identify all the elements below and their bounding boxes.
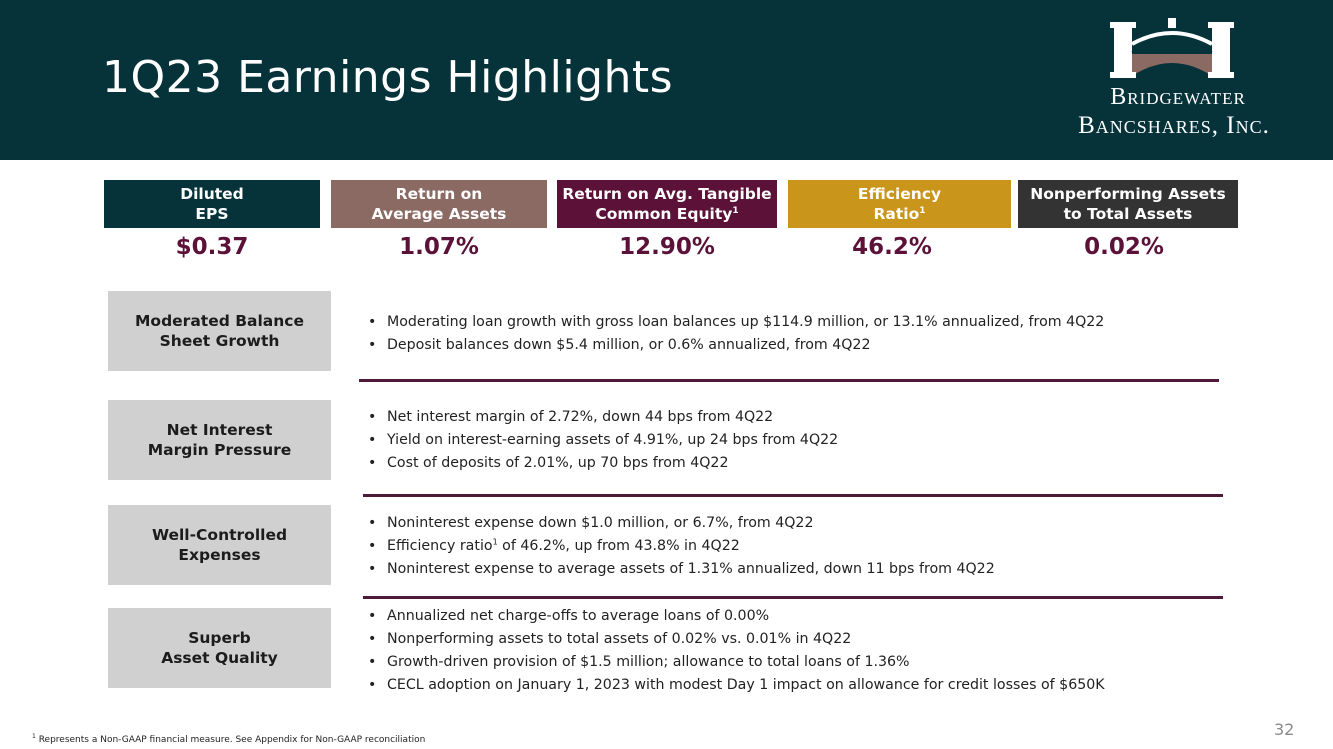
metric-header-return-on-tangible-equity: Return on Avg. Tangible Common Equity1 [557, 180, 777, 228]
bullet-list-balance-sheet: Moderating loan growth with gross loan b… [368, 311, 1104, 357]
section-divider [363, 494, 1223, 497]
category-label-line2: Asset Quality [161, 649, 278, 667]
category-moderated-balance-sheet-growth: Moderated Balance Sheet Growth [108, 291, 331, 371]
list-item: Moderating loan growth with gross loan b… [368, 311, 1104, 334]
metric-value-return-on-average-assets: 1.07% [399, 234, 479, 260]
metric-header-return-on-average-assets: Return on Average Assets [331, 180, 547, 228]
metric-label-line1: Nonperforming Assets [1030, 185, 1226, 203]
metric-value-nonperforming-assets: 0.02% [1084, 234, 1164, 260]
category-net-interest-margin-pressure: Net Interest Margin Pressure [108, 400, 331, 480]
bridge-logo-icon [1110, 18, 1234, 78]
page-number: 32 [1274, 720, 1295, 739]
metric-label-line1: Diluted [180, 185, 244, 203]
footnote-text: Represents a Non-GAAP financial measure.… [35, 735, 426, 745]
page-title: 1Q23 Earnings Highlights [102, 52, 674, 103]
list-item: Growth-driven provision of $1.5 million;… [368, 651, 1105, 674]
bullet-text: Efficiency ratio [387, 538, 493, 554]
footnote-marker: 1 [492, 537, 498, 547]
logo-text-line2: Bancshares, Inc. [1078, 112, 1270, 139]
metric-label-line2: Ratio [873, 205, 920, 223]
section-divider [363, 596, 1223, 599]
bullet-text: of 46.2%, up from 43.8% in 4Q22 [497, 538, 740, 554]
category-superb-asset-quality: Superb Asset Quality [108, 608, 331, 688]
list-item: Noninterest expense to average assets of… [368, 558, 995, 581]
metric-header-efficiency-ratio: Efficiency Ratio1 [788, 180, 1011, 228]
category-label-line1: Moderated Balance [135, 312, 304, 330]
list-item: Yield on interest-earning assets of 4.91… [368, 429, 838, 452]
metric-label-line1: Efficiency [857, 185, 942, 203]
footnote-marker: 1 [32, 733, 36, 740]
header-banner: 1Q23 Earnings Highlights Bridgewater Ban… [0, 0, 1333, 160]
company-logo: Bridgewater Bancshares, Inc. [1064, 16, 1284, 146]
footnote-marker: 1 [919, 205, 926, 216]
category-label-line1: Well-Controlled [151, 526, 288, 544]
category-label-line2: Sheet Growth [159, 332, 280, 350]
bullet-list-asset-quality: Annualized net charge-offs to average lo… [368, 605, 1105, 697]
category-label-line2: Margin Pressure [147, 441, 292, 459]
list-item: Deposit balances down $5.4 million, or 0… [368, 334, 1104, 357]
metric-label-line2: Average Assets [371, 205, 507, 223]
metric-value-return-on-tangible-equity: 12.90% [619, 234, 715, 260]
list-item: Annualized net charge-offs to average lo… [368, 605, 1105, 628]
list-item: Nonperforming assets to total assets of … [368, 628, 1105, 651]
category-label-line2: Expenses [178, 546, 261, 564]
category-label-line1: Net Interest [166, 421, 273, 439]
list-item: Noninterest expense down $1.0 million, o… [368, 512, 995, 535]
footnote: 1 Represents a Non-GAAP financial measur… [32, 733, 425, 745]
list-item: CECL adoption on January 1, 2023 with mo… [368, 674, 1105, 697]
metric-header-nonperforming-assets: Nonperforming Assets to Total Assets [1018, 180, 1238, 228]
bullet-list-net-interest-margin: Net interest margin of 2.72%, down 44 bp… [368, 406, 838, 475]
metric-value-efficiency-ratio: 46.2% [852, 234, 932, 260]
category-label-line1: Superb [188, 629, 251, 647]
metric-header-diluted-eps: Diluted EPS [104, 180, 320, 228]
section-divider [359, 379, 1219, 382]
metric-label-line2: Common Equity [595, 205, 733, 223]
footnote-marker: 1 [732, 205, 739, 216]
category-well-controlled-expenses: Well-Controlled Expenses [108, 505, 331, 585]
bullet-list-expenses: Noninterest expense down $1.0 million, o… [368, 512, 995, 581]
metric-label-line1: Return on [395, 185, 483, 203]
list-item: Efficiency ratio1 of 46.2%, up from 43.8… [368, 535, 995, 558]
metric-label-line2: to Total Assets [1063, 205, 1193, 223]
list-item: Net interest margin of 2.72%, down 44 bp… [368, 406, 838, 429]
metric-value-diluted-eps: $0.37 [175, 234, 249, 260]
metric-label-line1: Return on Avg. Tangible [562, 185, 772, 203]
metric-label-line2: EPS [195, 205, 229, 223]
list-item: Cost of deposits of 2.01%, up 70 bps fro… [368, 452, 838, 475]
logo-text-line1: Bridgewater [1110, 84, 1246, 110]
